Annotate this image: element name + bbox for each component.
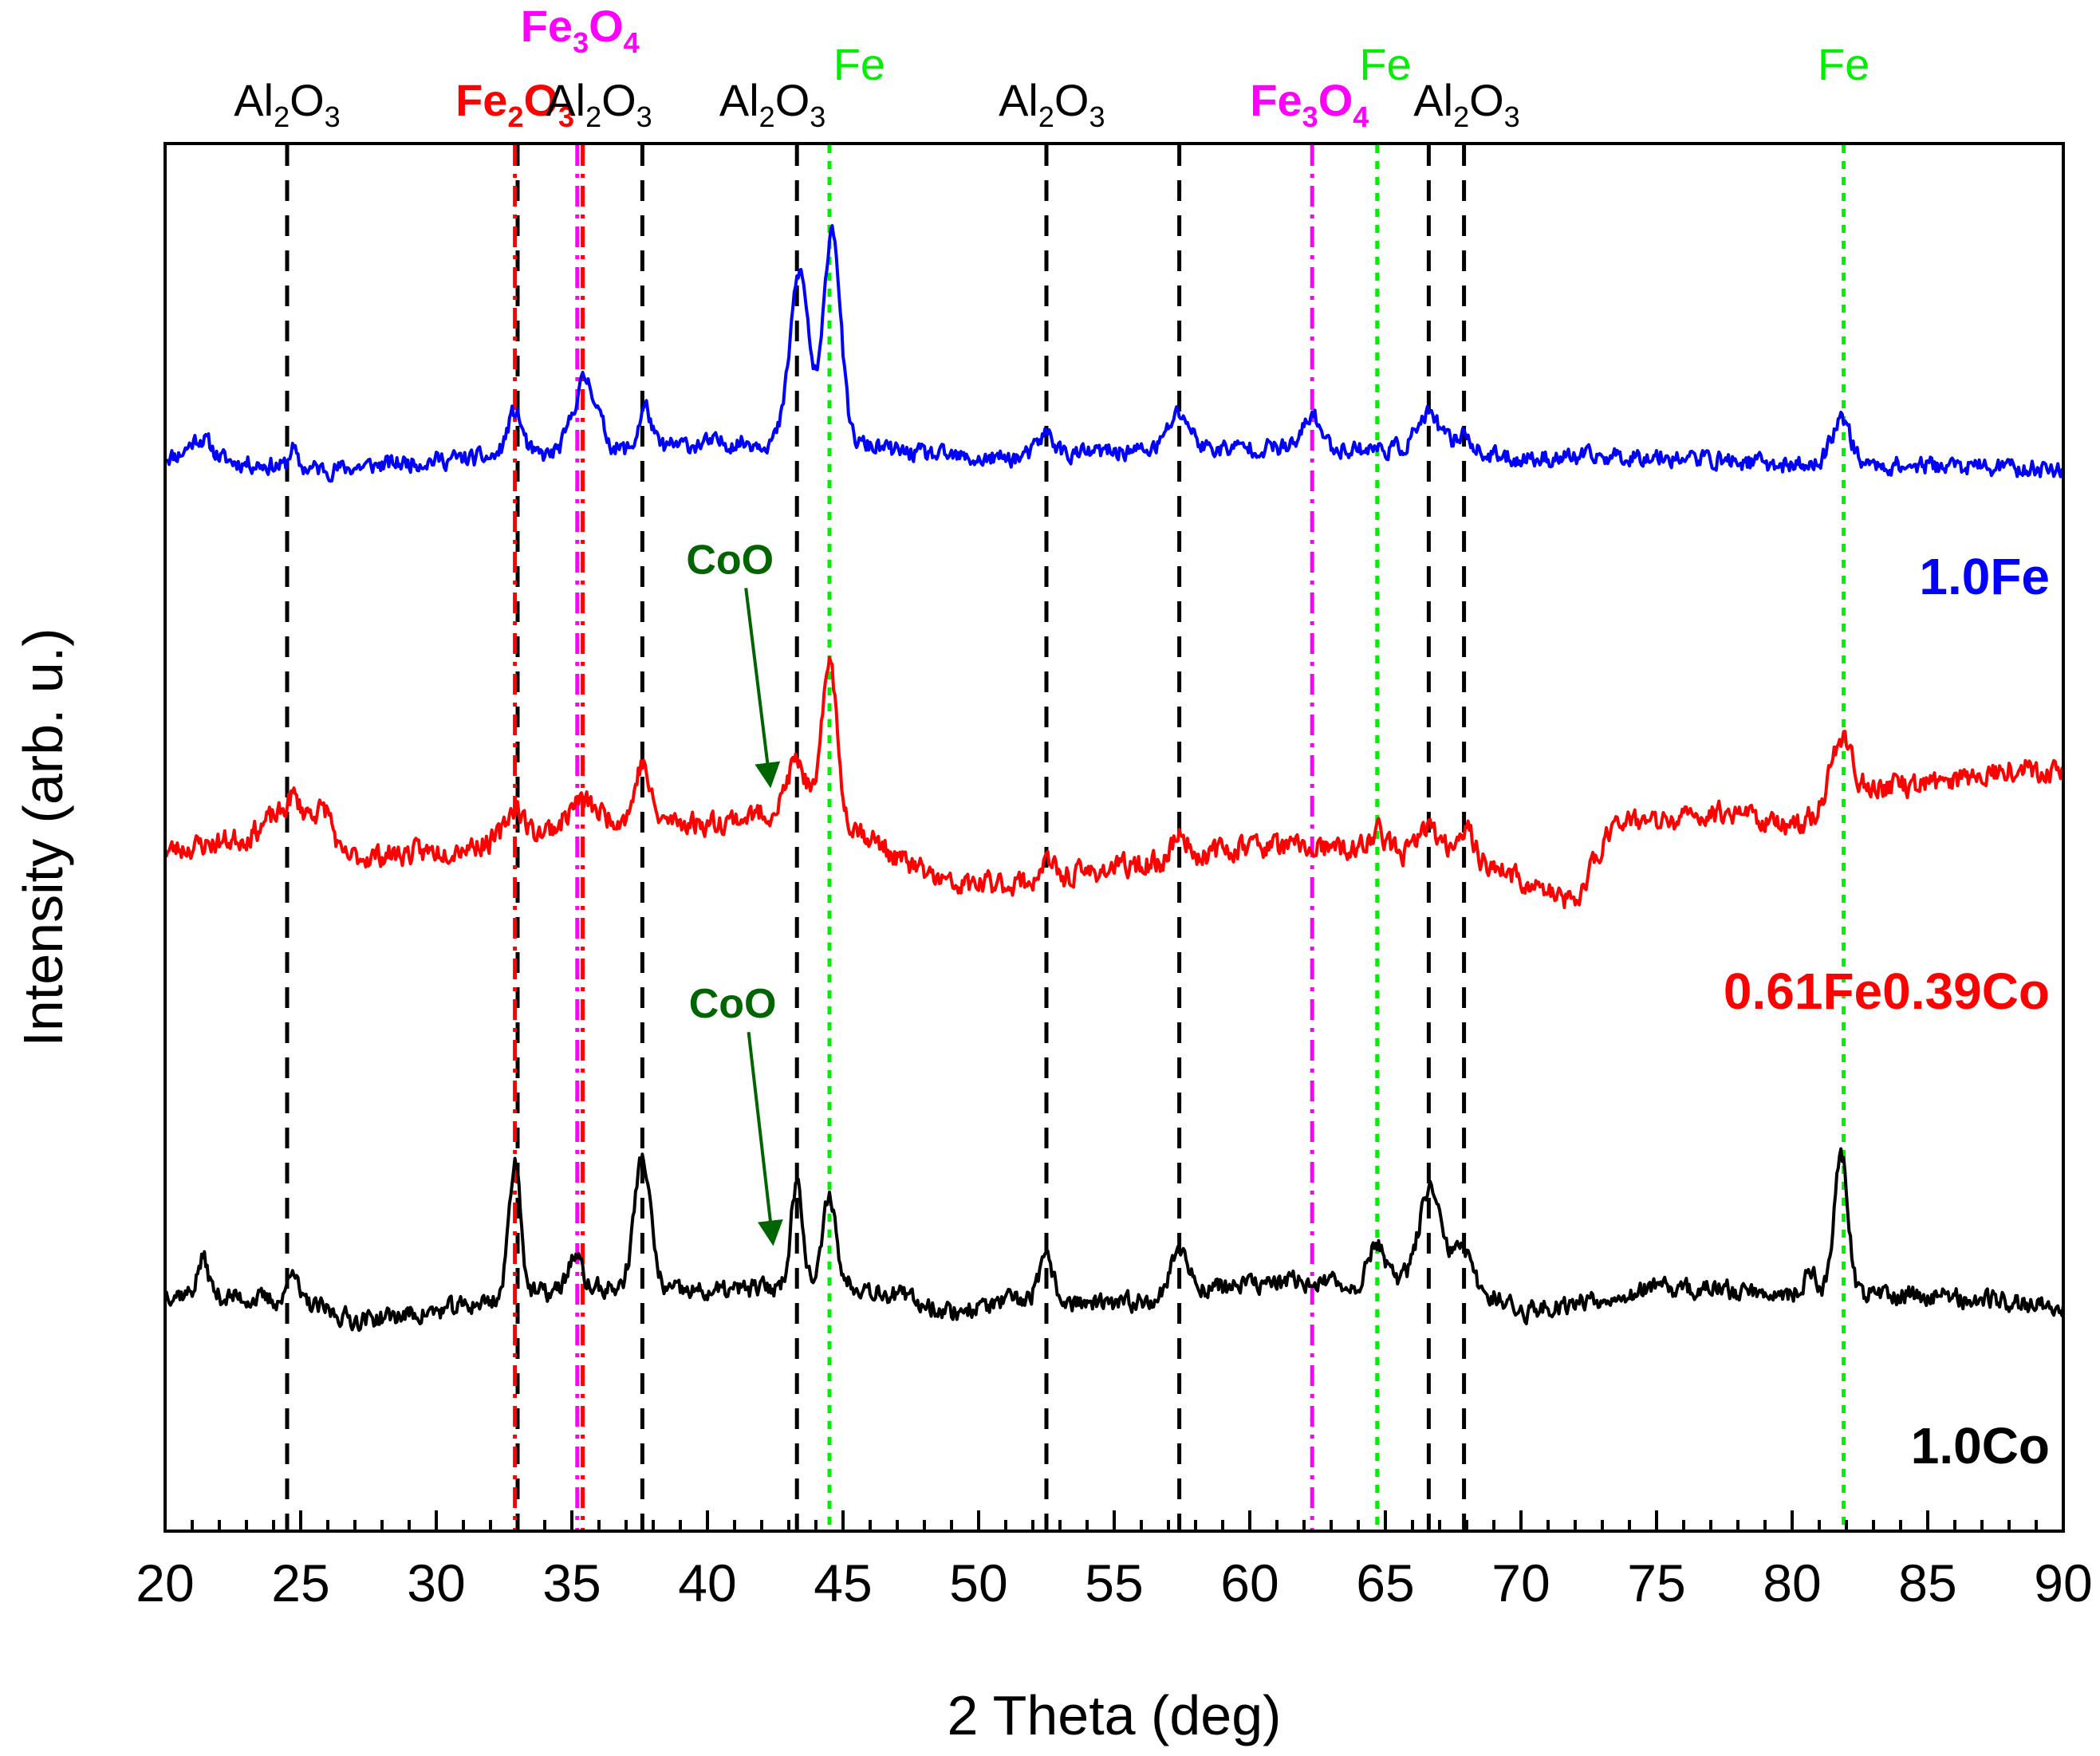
coo-arrow (747, 1031, 783, 1246)
x-tick-label: 45 (814, 1553, 872, 1612)
x-tick-label: 60 (1220, 1553, 1279, 1612)
x-tick-label: 85 (1898, 1553, 1956, 1612)
series-line-1 (164, 656, 2065, 909)
phase-label: Fe3O4 (521, 1, 640, 59)
x-tick-label: 25 (271, 1553, 329, 1612)
x-tick-label: 70 (1491, 1553, 1550, 1612)
x-axis-title: 2 Theta (deg) (948, 1684, 1282, 1746)
x-tick-label: 50 (949, 1553, 1007, 1612)
coo-arrow (744, 588, 781, 789)
phase-label: Fe (833, 39, 885, 89)
phase-label: Al2O3 (234, 75, 340, 133)
x-tick-label: 75 (1627, 1553, 1685, 1612)
coo-label: CoO (686, 537, 774, 583)
phase-label: Al2O3 (999, 75, 1105, 133)
x-tick-label: 55 (1085, 1553, 1143, 1612)
y-axis-title: Intensity (arb. u.) (12, 628, 74, 1046)
series-line-0 (164, 224, 2065, 483)
phase-label: Fe (1818, 39, 1870, 89)
x-axis: 20 25 30 35 40 45 50 55 60 65 70 75 80 85 90 (136, 1510, 2093, 1612)
plot-frame (164, 142, 2065, 1533)
phase-label: Al2O3 (1413, 75, 1519, 133)
phase-label: Fe (1359, 39, 1411, 89)
phase-label: Fe2O3 (455, 75, 574, 133)
diffraction-patterns (164, 224, 2065, 1333)
x-tick-label: 40 (678, 1553, 736, 1612)
series-line-2 (164, 1147, 2065, 1333)
x-tick-label: 80 (1763, 1553, 1821, 1612)
reference-lines (285, 145, 1846, 1531)
x-tick-label: 20 (136, 1553, 194, 1612)
x-tick-label: 35 (542, 1553, 601, 1612)
series-label-0-61fe0-39co: 0.61Fe0.39Co (1724, 963, 2050, 1020)
x-tick-label: 30 (407, 1553, 465, 1612)
coo-annotations: CoO CoO (686, 537, 783, 1246)
phase-label: Al2O3 (719, 75, 825, 133)
phase-label: Fe3O4 (1250, 75, 1369, 133)
phase-label: Al2O3 (546, 75, 652, 133)
series-label-1-0fe: 1.0Fe (1919, 548, 2050, 605)
series-label-1-0co: 1.0Co (1911, 1417, 2050, 1474)
x-tick-label: 65 (1356, 1553, 1414, 1612)
x-tick-label: 90 (2034, 1553, 2092, 1612)
coo-label: CoO (689, 981, 777, 1027)
